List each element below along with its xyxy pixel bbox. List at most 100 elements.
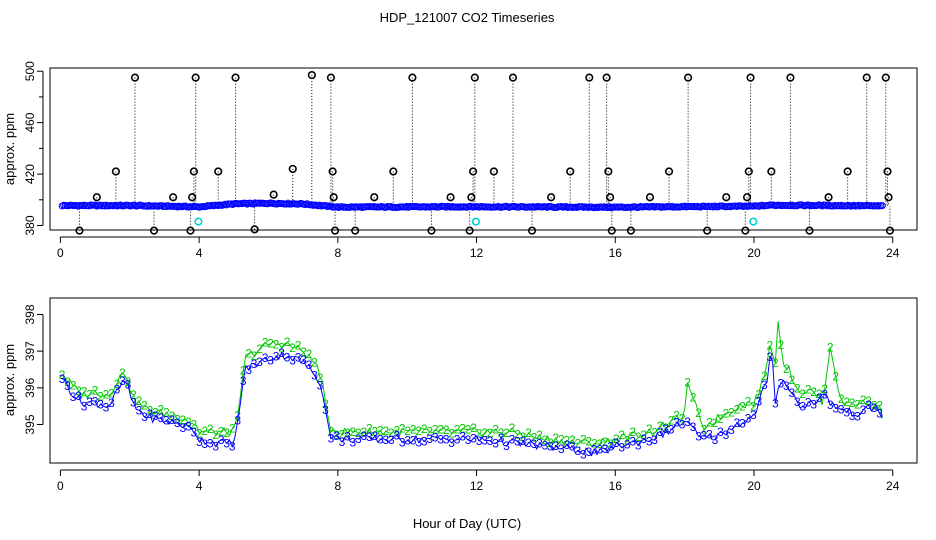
series-2-point-label: 2 (487, 426, 494, 440)
outlier-point (326, 73, 336, 82)
series-3-point-label: 3 (454, 433, 461, 447)
series-2-point-label: 2 (618, 428, 625, 442)
series-3-point-label: 3 (673, 415, 680, 429)
outlier-point (664, 167, 674, 176)
outlier-point (446, 193, 455, 202)
series-3-point-label: 3 (613, 436, 620, 450)
series-3-point-label: 3 (152, 409, 159, 423)
series-2-point-label: 2 (86, 388, 93, 402)
series-3-point-label: 3 (256, 355, 263, 369)
series-2-point-label: 2 (602, 435, 609, 449)
series-2-point-label: 2 (849, 396, 856, 410)
series-2-point-label: 2 (821, 382, 828, 396)
series-3-point-label: 3 (832, 401, 839, 415)
outlier-point (645, 193, 655, 202)
top-x-tick-label: 0 (57, 246, 64, 260)
bottom-axes: 0 4 8 12 16 20 24 395 396 397 398 (23, 304, 900, 493)
series-3-point-label: 3 (267, 353, 274, 367)
series-2-point-label: 2 (547, 436, 554, 450)
series-2-point-label: 2 (635, 430, 642, 444)
bottom-y-tick-label: 396 (23, 378, 37, 398)
series-2-point-label: 2 (536, 428, 543, 442)
series-3-point-label: 3 (448, 436, 455, 450)
series-3-point-label: 3 (179, 421, 186, 435)
series-2-point-label: 2 (569, 433, 576, 447)
series-2-point-label: 2 (273, 338, 280, 352)
series-2-point-label: 2 (767, 338, 774, 352)
outlier-point (329, 193, 338, 202)
series-2-point-label: 2 (712, 416, 719, 430)
series-3-point-label: 3 (525, 436, 532, 450)
series-2-point-label: 2 (426, 425, 433, 439)
series-3-point-label: 3 (854, 410, 861, 424)
series-2-point-label: 2 (372, 425, 379, 439)
outlier-point (742, 193, 752, 202)
series-2-point-label: 2 (695, 406, 702, 420)
series-3-point-label: 3 (706, 428, 713, 442)
series-3-point-label: 3 (635, 439, 642, 453)
series-3-point-label: 3 (141, 410, 148, 424)
series-2-point-label: 2 (284, 335, 291, 349)
top-x-tick-label: 8 (335, 246, 342, 260)
series-2-point-label: 2 (185, 415, 192, 429)
series-3-point-label: 3 (410, 433, 417, 447)
top-y-axis-label: approx. ppm (2, 113, 17, 185)
outlier-point (269, 190, 278, 199)
series-2-point-label: 2 (355, 426, 362, 440)
series-3-point-label: 3 (103, 400, 110, 414)
series-3-point-label: 3 (75, 389, 82, 403)
series-2-point-label: 2 (701, 423, 708, 437)
bottom-x-tick-label: 8 (335, 479, 342, 493)
series-3-point-label: 3 (372, 429, 379, 443)
bottom-x-tick-label: 24 (886, 479, 900, 493)
series-2-point-label: 2 (339, 428, 346, 442)
series-2-point-label: 2 (739, 400, 746, 414)
series-3-point-label: 3 (668, 423, 675, 437)
series-2-point-label: 2 (317, 371, 324, 385)
series-2-point-label: 2 (684, 376, 691, 390)
series-3-point-label: 3 (503, 439, 510, 453)
series-2-point-label: 2 (476, 426, 483, 440)
series-2-point-label: 2 (761, 369, 768, 383)
series-3-point-label: 3 (876, 406, 883, 420)
series-3-point-label: 3 (212, 440, 219, 454)
series-3-point-label: 3 (739, 416, 746, 430)
series-2-point-label: 2 (169, 409, 176, 423)
top-plot-frame (49, 67, 918, 231)
series-2-point-label: 2 (393, 423, 400, 437)
series-2-point-label: 2 (278, 341, 285, 355)
series-3-point-label: 3 (547, 440, 554, 454)
series-3-point-label: 3 (169, 413, 176, 427)
outlier-point (585, 73, 594, 82)
series-3-point-label: 3 (125, 377, 132, 391)
series-3-point-label: 3 (240, 374, 247, 388)
series-2-point-label: 2 (399, 421, 406, 435)
series-2-point-label: 2 (152, 405, 159, 419)
series-2-point-label: 2 (514, 428, 521, 442)
series-2-point-label: 2 (267, 337, 274, 351)
series-3-point-label: 3 (772, 396, 779, 410)
cyan-point (749, 217, 758, 226)
series-2-point-label: 2 (750, 399, 757, 413)
series-2-point-label: 2 (525, 426, 532, 440)
top-x-tick-label: 20 (747, 246, 761, 260)
series-3-point-label: 3 (344, 429, 351, 443)
series-2-point-label: 2 (350, 425, 357, 439)
outlier-point (885, 226, 895, 235)
series-3-point-label: 3 (234, 414, 241, 428)
series-2-point-label: 2 (805, 382, 812, 396)
series-3-point-label: 3 (574, 444, 581, 458)
series-2-point-label: 2 (706, 415, 713, 429)
series-3-point-label: 3 (750, 408, 757, 422)
series-3-point-label: 3 (865, 398, 872, 412)
series-2-point-label: 2 (662, 421, 669, 435)
series-3-point-label: 3 (251, 357, 258, 371)
series-3-point-label: 3 (646, 435, 653, 449)
outlier-point (703, 226, 712, 235)
series-2-point-label: 2 (125, 375, 132, 389)
series-2-point-label: 2 (657, 419, 664, 433)
series-2-point-label: 2 (103, 387, 110, 401)
outlier-point (328, 167, 337, 176)
series-2-point-label: 2 (745, 395, 752, 409)
series-2-point-label: 2 (509, 421, 516, 435)
